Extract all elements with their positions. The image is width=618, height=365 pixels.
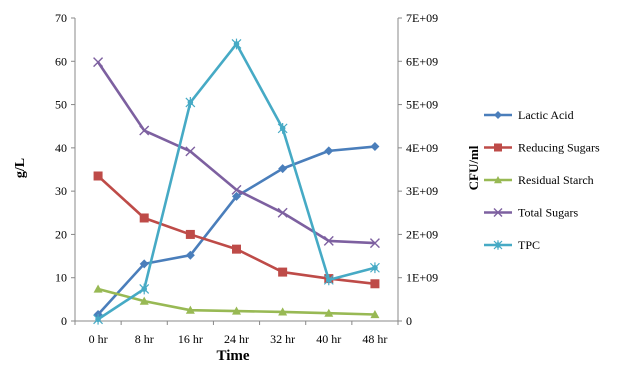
- x-tick-label: 48 hr: [362, 332, 387, 346]
- data-point: [277, 207, 288, 218]
- series-tpc: [93, 38, 380, 325]
- data-point: [185, 229, 195, 239]
- data-point-dot: [495, 242, 501, 248]
- y-tick-label: 30: [55, 184, 67, 198]
- data-point: [493, 240, 503, 250]
- data-point: [139, 296, 149, 305]
- data-point: [369, 238, 380, 249]
- y2-tick-label: 2E+09: [406, 227, 438, 241]
- data-point: [185, 97, 196, 108]
- data-point: [370, 262, 380, 274]
- data-point: [185, 250, 195, 260]
- y-tick-label: 50: [55, 98, 67, 112]
- data-point-dot: [233, 41, 240, 47]
- data-point: [139, 259, 149, 269]
- legend-label: Total Sugars: [518, 206, 578, 220]
- y2-tick-label: 3E+09: [406, 184, 438, 198]
- data-point-dot: [141, 286, 148, 292]
- legend-entry: TPC: [484, 238, 540, 252]
- data-point: [185, 305, 195, 314]
- y-tick-label: 10: [55, 271, 67, 285]
- data-point: [494, 143, 502, 152]
- legend-label: TPC: [518, 238, 540, 252]
- data-point: [278, 307, 288, 316]
- y-tick-label: 60: [55, 54, 67, 68]
- data-point: [494, 111, 502, 119]
- y-axis-title: g/L: [13, 158, 28, 178]
- legend-label: Lactic Acid: [518, 108, 574, 122]
- data-point: [231, 184, 242, 195]
- legend-entry: Total Sugars: [484, 206, 578, 220]
- series-line: [97, 42, 376, 321]
- data-point: [139, 213, 149, 223]
- y2-tick-label: 5E+09: [406, 98, 438, 112]
- data-point-dot: [95, 316, 101, 323]
- data-point-dot: [372, 264, 378, 271]
- y-tick-label: 20: [55, 227, 67, 241]
- legend-entry: Residual Starch: [484, 173, 594, 187]
- data-point: [278, 267, 288, 277]
- data-point: [93, 284, 103, 293]
- plot-area: [93, 38, 380, 325]
- data-point: [277, 122, 288, 134]
- data-point-dot: [187, 99, 194, 106]
- y-tick-label: 70: [55, 11, 67, 25]
- legend-label: Residual Starch: [518, 173, 594, 187]
- data-point: [324, 146, 334, 156]
- y2-tick-label: 6E+09: [406, 54, 438, 68]
- data-point: [493, 208, 503, 217]
- data-point: [139, 125, 150, 136]
- data-point: [323, 274, 334, 286]
- data-point: [324, 308, 334, 317]
- data-point: [278, 164, 288, 174]
- x-axis-title: Time: [216, 348, 249, 364]
- data-point: [323, 235, 334, 246]
- data-point-dot: [279, 125, 286, 132]
- x-tick-label: 16 hr: [178, 332, 203, 346]
- data-point-dot: [325, 277, 332, 283]
- legend: Lactic Acid Reducing Sugars Residual Starc…: [484, 108, 600, 252]
- data-point: [370, 142, 380, 152]
- x-tick-label: 40 hr: [316, 332, 341, 346]
- data-point: [93, 313, 103, 325]
- y2-tick-label: 0: [406, 314, 412, 328]
- y2-tick-label: 4E+09: [406, 141, 438, 155]
- data-point: [232, 244, 241, 254]
- series-lactic-acid: [93, 142, 380, 320]
- legend-label: Reducing Sugars: [518, 141, 600, 155]
- data-point: [139, 283, 150, 295]
- data-point: [231, 38, 242, 50]
- series-total-sugars: [93, 57, 380, 249]
- series-residual-starch: [93, 284, 380, 319]
- x-tick-label: 8 hr: [135, 332, 154, 346]
- legend-entry: Reducing Sugars: [484, 141, 600, 155]
- x-tick-label: 0 hr: [89, 332, 108, 346]
- axes: 0 10 20 30 40 50 60 70 0 1E+09 2E+09 3E+09 4E+09 5E+0…: [55, 11, 438, 346]
- series-line: [96, 61, 375, 245]
- data-point: [232, 306, 241, 315]
- y-tick-label: 40: [55, 141, 67, 155]
- legend-entry: Lactic Acid: [484, 108, 574, 122]
- y-tick-label: 0: [61, 314, 67, 328]
- series-line: [97, 145, 376, 316]
- y2-tick-label: 7E+09: [406, 11, 438, 25]
- data-point: [232, 191, 241, 201]
- x-tick-label: 24 hr: [224, 332, 249, 346]
- y2-tick-label: 1E+09: [406, 271, 438, 285]
- data-point: [494, 176, 502, 184]
- data-point: [185, 146, 196, 157]
- data-point: [370, 279, 380, 289]
- data-point: [93, 57, 104, 68]
- x-tick-label: 32 hr: [270, 332, 295, 346]
- y2-axis-title: CFU/ml: [466, 145, 481, 190]
- data-point: [93, 171, 103, 181]
- data-point: [370, 310, 380, 319]
